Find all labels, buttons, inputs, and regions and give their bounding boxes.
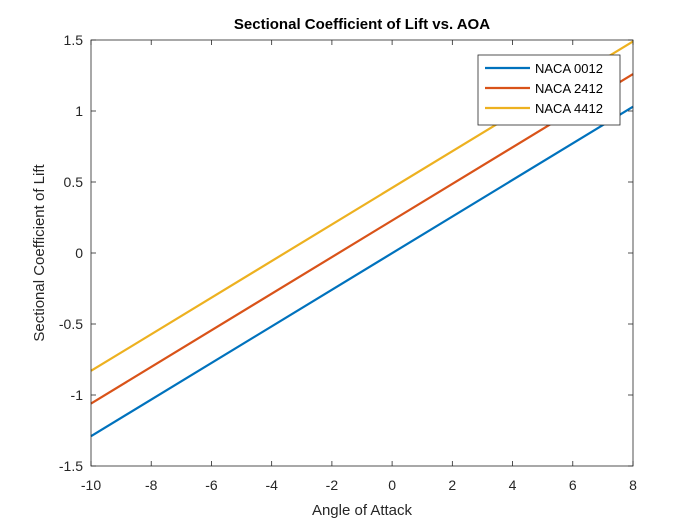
x-tick-label: -2 xyxy=(326,477,339,493)
series-line-naca-0012 xyxy=(90,105,634,438)
y-tick-label: 0 xyxy=(75,245,83,261)
x-tick-label: -10 xyxy=(81,477,101,493)
legend-label: NACA 0012 xyxy=(535,61,603,76)
y-tick-label: -1.5 xyxy=(59,458,83,474)
x-tick-label: 8 xyxy=(629,477,637,493)
x-tick-label: 4 xyxy=(509,477,517,493)
y-axis-label: Sectional Coefficient of Lift xyxy=(31,164,48,342)
x-tick-label: -6 xyxy=(205,477,218,493)
legend: NACA 0012 NACA 2412 NACA 4412 xyxy=(477,54,621,126)
x-tick-label: 0 xyxy=(388,477,396,493)
legend-box xyxy=(477,54,621,126)
y-tick-label: 1.5 xyxy=(64,32,84,48)
x-tick-label: 2 xyxy=(448,477,456,493)
y-tick-label: -0.5 xyxy=(59,316,83,332)
legend-label: NACA 4412 xyxy=(535,101,603,116)
legend-label: NACA 2412 xyxy=(535,81,603,96)
x-tick-label: -8 xyxy=(145,477,158,493)
series-line-naca-2412 xyxy=(90,73,634,405)
x-tick-label: 6 xyxy=(569,477,577,493)
y-tick-label: 1 xyxy=(75,103,83,119)
tick-layer: -10 -8 -6 -4 -2 0 2 4 6 8 -1.5 -1 -0.5 0 0.5 1 1.5 xyxy=(59,32,637,493)
x-axis-label: Angle of Attack xyxy=(312,502,413,519)
x-tick-label: -4 xyxy=(265,477,278,493)
y-tick-label: 0.5 xyxy=(64,174,84,190)
chart-title: Sectional Coefficient of Lift vs. AOA xyxy=(234,16,490,33)
y-tick-label: -1 xyxy=(71,387,84,403)
